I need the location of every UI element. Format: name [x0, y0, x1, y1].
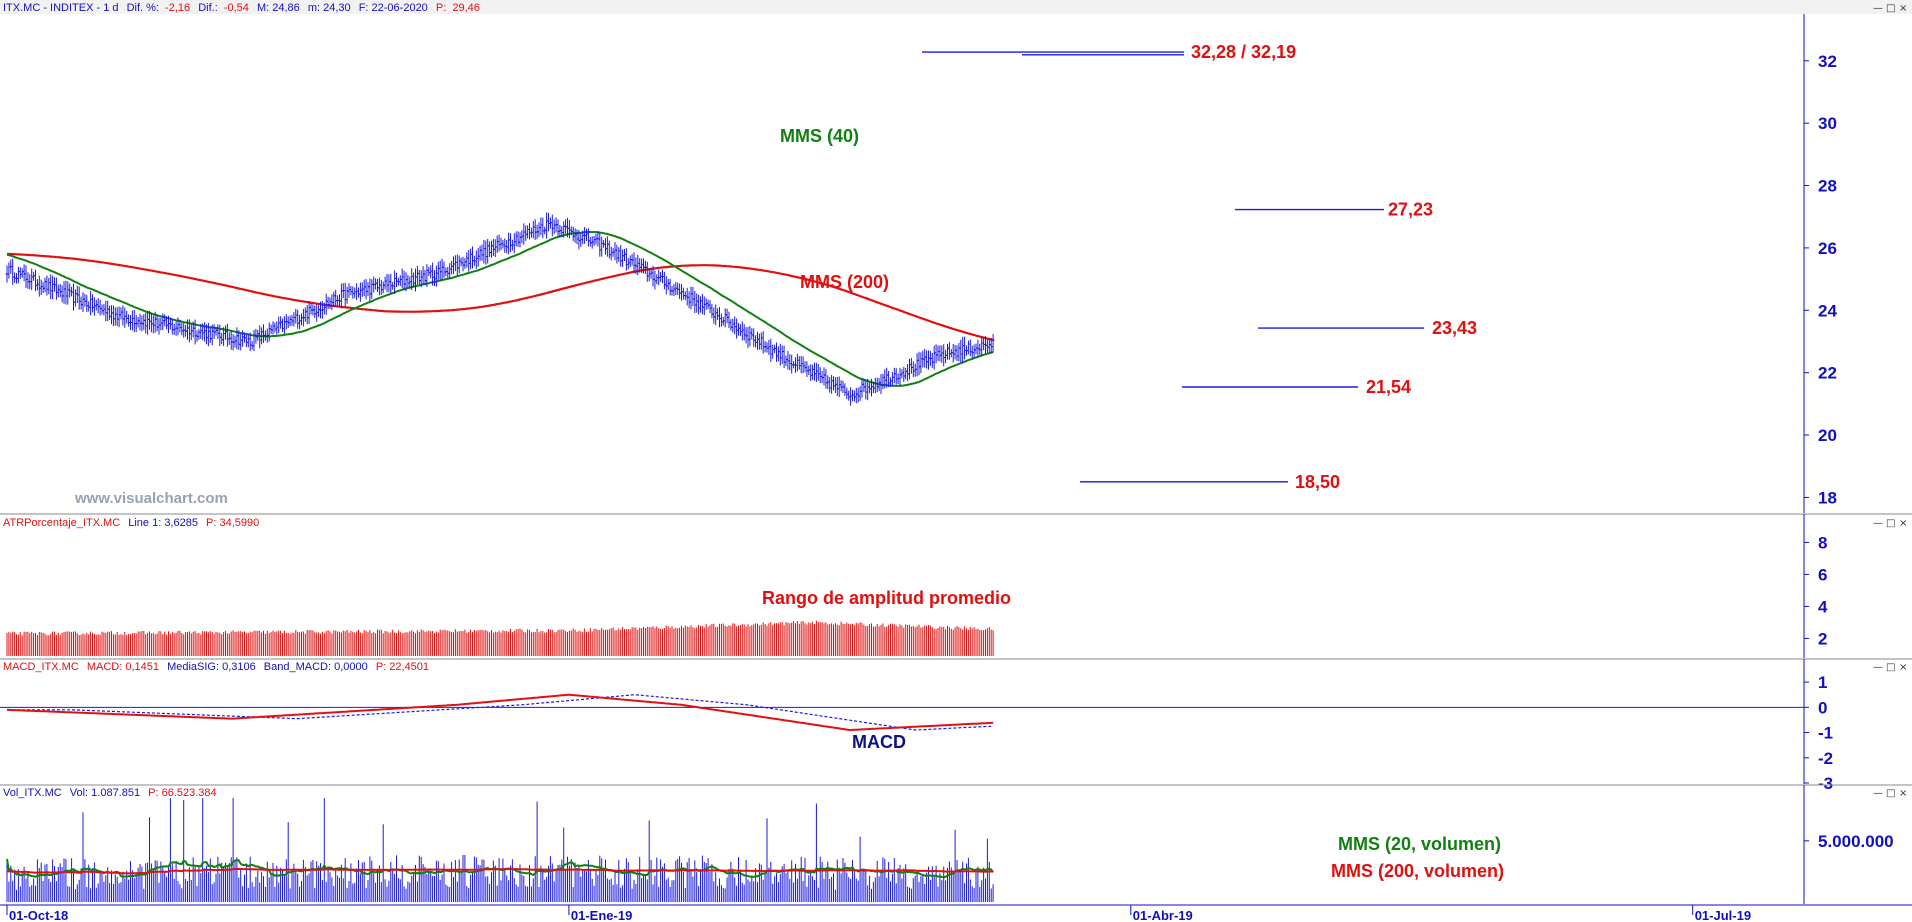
support-resistance-levels: 32,28 / 32,19 27,23 23,43 21,54 18,50: [922, 42, 1477, 492]
close-icon[interactable]: ×: [1899, 518, 1907, 529]
volume-window-controls[interactable]: — □ ×: [1873, 788, 1907, 799]
price-y-tick-label: 20: [1818, 426, 1837, 445]
price-y-tick-label: 32: [1818, 52, 1837, 71]
macd-panel: MACD_ITX.MC MACD: 0,1451 MediaSIG: 0,310…: [0, 658, 1912, 793]
macd-lines: [0, 693, 1804, 732]
macd-y-tick-label: -2: [1818, 749, 1833, 768]
x-tick-label: 01-Jul-19: [1695, 908, 1751, 922]
mms200-path: [6, 252, 994, 342]
price-y-tick-label: 18: [1818, 488, 1837, 507]
minimize-icon[interactable]: —: [1873, 3, 1883, 14]
volume-mms200-path: [7, 867, 994, 875]
macd-label: MACD: [852, 732, 906, 752]
x-ticks: 01-Oct-1801-Ene-1901-Abr-1901-Jul-1901-O…: [6, 905, 1751, 922]
atr-panel: ATRPorcentaje_ITX.MC Line 1: 3,6285 P: 3…: [0, 513, 1912, 658]
atr-y-tick-label: 4: [1818, 597, 1828, 616]
price-y-tick-label: 22: [1818, 364, 1837, 383]
atr-y-ticks: 2 4 6 8: [1804, 533, 1828, 648]
price-y-ticks: 18 20 22 24 26 28 30 32: [1804, 52, 1837, 507]
volume-mms200-label: MMS (200, volumen): [1331, 861, 1504, 881]
mms200-label: MMS (200): [800, 272, 889, 292]
atr-window-controls[interactable]: — □ ×: [1873, 518, 1907, 529]
minimize-icon[interactable]: —: [1873, 662, 1883, 673]
macd-path: [6, 693, 994, 732]
macd-y-tick-label: -1: [1818, 724, 1833, 743]
atr-y-tick-label: 6: [1818, 565, 1827, 584]
price-header-bar: [0, 0, 1912, 14]
level-label: 18,50: [1295, 472, 1340, 492]
maximize-icon[interactable]: □: [1886, 788, 1895, 799]
price-y-tick-label: 24: [1818, 301, 1837, 320]
mms40-line: [6, 230, 994, 387]
close-icon[interactable]: ×: [1899, 662, 1907, 673]
mms40-label: MMS (40): [780, 126, 859, 146]
minimize-icon[interactable]: —: [1873, 518, 1883, 529]
level-label: 21,54: [1366, 377, 1411, 397]
level-label: 23,43: [1432, 318, 1477, 338]
mms200-line: [6, 252, 994, 342]
atr-y-tick-label: 8: [1818, 533, 1827, 552]
x-tick-label: 01-Oct-18: [9, 908, 68, 922]
volume-y-ticks: 5.000.000: [1804, 832, 1894, 851]
volume-panel: Vol_ITX.MC Vol: 1.087.851 P: 66.523.384 …: [0, 784, 1912, 904]
maximize-icon[interactable]: □: [1886, 518, 1895, 529]
macd-window-controls[interactable]: — □ ×: [1873, 662, 1907, 673]
macd-y-tick-label: -3: [1818, 774, 1833, 793]
volume-y-tick-label: 5.000.000: [1818, 832, 1894, 851]
price-bar: [991, 334, 995, 353]
macd-header: MACD_ITX.MC MACD: 0,1451 MediaSIG: 0,310…: [3, 661, 429, 673]
price-y-tick-label: 26: [1818, 239, 1837, 258]
price-panel: ITX.MC - INDITEX - 1 d Dif. %: -2,16 Dif…: [0, 0, 1912, 513]
ohlc-bars: [5, 212, 995, 406]
price-window-controls[interactable]: — □ ×: [1873, 3, 1907, 14]
macd-y-ticks: 1 0 -1 -2 -3: [1804, 673, 1833, 793]
maximize-icon[interactable]: □: [1886, 662, 1895, 673]
atr-bars: [6, 620, 994, 656]
watermark: www.visualchart.com: [74, 490, 228, 507]
atr-label: Rango de amplitud promedio: [762, 588, 1011, 608]
price-header: ITX.MC - INDITEX - 1 d Dif. %: -2,16 Dif…: [3, 2, 480, 14]
macd-y-tick-label: 0: [1818, 698, 1827, 717]
atr-header: ATRPorcentaje_ITX.MC Line 1: 3,6285 P: 3…: [3, 517, 259, 529]
volume-header: Vol_ITX.MC Vol: 1.087.851 P: 66.523.384: [3, 787, 217, 799]
maximize-icon[interactable]: □: [1886, 3, 1895, 14]
minimize-icon[interactable]: —: [1873, 788, 1883, 799]
volume-mms20-label: MMS (20, volumen): [1338, 834, 1501, 854]
level-label: 27,23: [1388, 200, 1433, 220]
x-tick-label: 01-Abr-19: [1133, 908, 1193, 922]
atr-y-tick-label: 2: [1818, 629, 1827, 648]
level-label: 32,28 / 32,19: [1191, 42, 1296, 62]
close-icon[interactable]: ×: [1899, 788, 1907, 799]
x-axis: 01-Oct-1801-Ene-1901-Abr-1901-Jul-1901-O…: [0, 904, 1912, 922]
macd-y-tick-label: 1: [1818, 673, 1827, 692]
x-tick-label: 01-Ene-19: [571, 908, 632, 922]
price-y-tick-label: 28: [1818, 177, 1837, 196]
mms40-path: [6, 230, 994, 387]
volume-average-lines: [6, 858, 994, 879]
close-icon[interactable]: ×: [1899, 3, 1907, 14]
price-y-tick-label: 30: [1818, 114, 1837, 133]
